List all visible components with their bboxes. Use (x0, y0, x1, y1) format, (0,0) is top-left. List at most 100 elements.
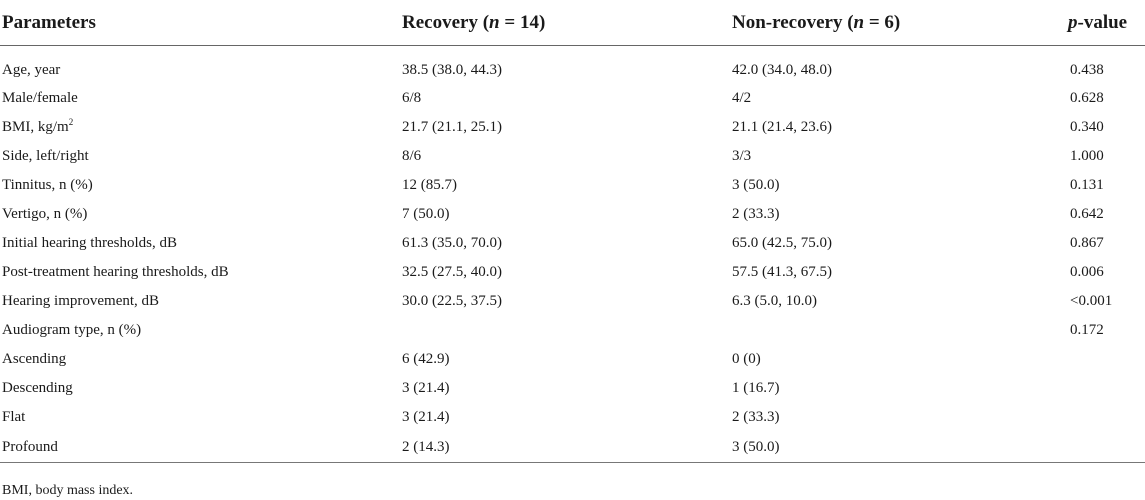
cell-nonrecovery: 1 (16.7) (730, 374, 1068, 403)
header-nonrecovery-n: (n = 6) (847, 11, 901, 33)
cell-recovery: 32.5 (27.5, 40.0) (400, 258, 730, 287)
cell-nonrecovery-text: 2 (33.3) (732, 206, 780, 222)
table-footnote: BMI, body mass index. (2, 483, 134, 498)
cell-parameter-text: Side, left/right (2, 148, 89, 164)
table-bottom-rule (0, 462, 1145, 463)
cell-parameter: Flat (0, 403, 400, 432)
cell-parameter-text: Initial hearing thresholds, dB (2, 235, 177, 251)
cell-nonrecovery-text: 42.0 (34.0, 48.0) (732, 61, 832, 78)
cell-nonrecovery-text: 21.1 (21.4, 23.6) (732, 119, 832, 135)
cell-recovery-text: 32.5 (27.5, 40.0) (402, 264, 502, 280)
cell-nonrecovery-text: 3/3 (732, 148, 752, 164)
cell-recovery: 61.3 (35.0, 70.0) (400, 229, 730, 258)
cell-pvalue-text: 0.131 (1070, 177, 1104, 193)
cell-recovery-text: 21.7 (21.1, 25.1) (402, 119, 502, 135)
data-table: Parameters Recovery (n = 14) Non-recover… (0, 0, 1145, 463)
cell-nonrecovery-text: 3 (50.0) (732, 177, 780, 193)
cell-nonrecovery-text: 65.0 (42.5, 75.0) (732, 235, 832, 251)
header-recovery-n: (n = 14) (482, 11, 546, 33)
cell-nonrecovery: 2 (33.3) (730, 200, 1068, 229)
cell-parameter-text: BMI, kg/m (2, 119, 69, 135)
table-row: Descending 3 (21.4) 1 (16.7) (0, 374, 1145, 403)
cell-recovery-text: 3 (21.4) (402, 380, 450, 396)
table-row: Flat 3 (21.4) 2 (33.3) (0, 403, 1145, 432)
unit-superscript: 2 (68, 117, 74, 127)
cell-parameter: Audiogram type, n (%) (0, 316, 400, 345)
cell-nonrecovery: 42.0 (34.0, 48.0) (730, 46, 1068, 85)
cell-pvalue: 0.340 (1068, 113, 1145, 142)
cell-nonrecovery (730, 316, 1068, 345)
cell-recovery-text: 38.5 (38.0, 44.3) (402, 61, 502, 78)
cell-parameter: Tinnitus, n (%) (0, 171, 400, 200)
table-row: BMI, kg/m2 21.7 (21.1, 25.1) 21.1 (21.4, 2… (0, 113, 1145, 142)
table-header: Parameters Recovery (n = 14) Non-recover… (0, 0, 1145, 46)
cell-parameter-text: Ascending (2, 351, 67, 367)
table-row: Hearing improvement, dB 30.0 (22.5, 37.5)… (0, 287, 1145, 316)
cell-pvalue-text: 0.006 (1070, 264, 1104, 280)
cell-parameter-text: Profound (2, 438, 58, 455)
cell-parameter: Post-treatment hearing thresholds, dB (0, 258, 400, 287)
table-body: Age, year 38.5 (38.0, 44.3) 42.0 (34.0, 48… (0, 46, 1145, 463)
cell-pvalue-text: 0.642 (1070, 206, 1104, 222)
cell-parameter: Side, left/right (0, 142, 400, 171)
header-nonrecovery-label: Non-recovery (732, 11, 843, 33)
cell-recovery-text: 7 (50.0) (402, 206, 450, 222)
cell-parameter: Vertigo, n (%) (0, 200, 400, 229)
cell-parameter-text: Hearing improvement, dB (2, 293, 160, 309)
cell-recovery: 3 (21.4) (400, 403, 730, 432)
cell-pvalue-text: 0.628 (1070, 90, 1104, 106)
cell-nonrecovery: 3/3 (730, 142, 1068, 171)
cell-parameter-text: Vertigo, n (%) (2, 206, 88, 222)
cell-pvalue: <0.001 (1068, 287, 1145, 316)
cell-parameter-text: Tinnitus, n (%) (2, 177, 93, 193)
cell-recovery-text: 2 (14.3) (402, 438, 450, 455)
cell-nonrecovery-text: 4/2 (732, 90, 752, 106)
cell-nonrecovery: 3 (50.0) (730, 171, 1068, 200)
header-parameters: Parameters (0, 0, 400, 46)
cell-pvalue: 0.867 (1068, 229, 1145, 258)
cell-nonrecovery: 3 (50.0) (730, 432, 1068, 462)
cell-recovery (400, 316, 730, 345)
cell-recovery-text: 12 (85.7) (402, 177, 457, 193)
table-row: Audiogram type, n (%) 0.172 (0, 316, 1145, 345)
cell-parameter-text: Audiogram type, n (%) (2, 322, 142, 338)
cell-pvalue-text: 0.340 (1070, 119, 1104, 135)
cell-recovery: 6 (42.9) (400, 345, 730, 374)
cell-parameter: Male/female (0, 84, 400, 113)
header-pvalue-rest: -value (1077, 11, 1128, 33)
table-row: Male/female 6/8 4/2 0.628 (0, 84, 1145, 113)
table-row: Post-treatment hearing thresholds, dB 32.… (0, 258, 1145, 287)
cell-parameter: Descending (0, 374, 400, 403)
header-recovery-label: Recovery (402, 11, 478, 33)
cell-recovery: 30.0 (22.5, 37.5) (400, 287, 730, 316)
cell-recovery-text: 6/8 (402, 90, 422, 106)
cell-nonrecovery: 57.5 (41.3, 67.5) (730, 258, 1068, 287)
cell-nonrecovery-text: 3 (50.0) (732, 438, 780, 455)
cell-parameter: Ascending (0, 345, 400, 374)
cell-recovery: 38.5 (38.0, 44.3) (400, 46, 730, 85)
cell-parameter: Hearing improvement, dB (0, 287, 400, 316)
cell-pvalue-text: 0.438 (1070, 61, 1104, 78)
cell-parameter-text: Age, year (2, 61, 61, 78)
cell-pvalue-text: 1.000 (1070, 148, 1104, 164)
header-pvalue-p: p (1068, 11, 1078, 33)
header-recovery: Recovery (n = 14) (400, 0, 730, 46)
header-nonrecovery: Non-recovery (n = 6) (730, 0, 1068, 46)
cell-recovery: 8/6 (400, 142, 730, 171)
cell-pvalue-text: 0.867 (1070, 235, 1104, 251)
cell-nonrecovery-text: 57.5 (41.3, 67.5) (732, 264, 832, 280)
cell-nonrecovery-text: 1 (16.7) (732, 380, 780, 396)
cell-parameter: Initial hearing thresholds, dB (0, 229, 400, 258)
table-row: Profound 2 (14.3) 3 (50.0) (0, 432, 1145, 462)
cell-pvalue: 0.628 (1068, 84, 1145, 113)
table-row: Vertigo, n (%) 7 (50.0) 2 (33.3) 0.642 (0, 200, 1145, 229)
cell-parameter-text: Descending (2, 380, 73, 396)
cell-nonrecovery: 2 (33.3) (730, 403, 1068, 432)
cell-pvalue (1068, 345, 1145, 374)
cell-recovery: 12 (85.7) (400, 171, 730, 200)
cell-recovery: 2 (14.3) (400, 432, 730, 462)
cell-pvalue-text: <0.001 (1070, 293, 1113, 309)
cell-recovery-text: 3 (21.4) (402, 409, 450, 425)
cell-parameter: Profound (0, 432, 400, 462)
